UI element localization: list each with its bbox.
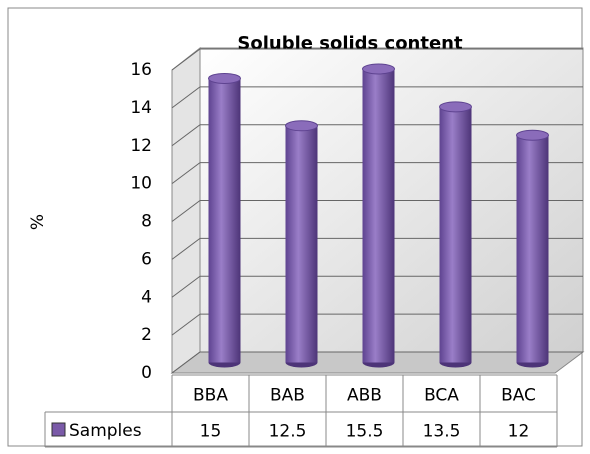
grid-line [171,124,201,147]
grid-line [171,48,201,71]
bar [439,106,472,363]
grid-line [171,313,201,336]
grid-line [171,86,201,109]
grid-line [171,237,201,260]
y-tick-label: 14 [130,98,152,118]
y-tick-label: 10 [130,174,152,194]
table-value: 15.5 [346,422,384,442]
y-tick-label: 4 [141,287,152,307]
chart-title: Soluble solids content [237,33,463,54]
bar-top [516,129,549,141]
bar [285,125,318,363]
x-tick-label: BCA [424,386,459,406]
y-tick-label: 12 [130,136,152,156]
bar-top [208,72,241,84]
bar [362,68,395,363]
y-tick-label: 0 [141,363,152,383]
legend-key [51,422,66,437]
grid-line [171,162,201,185]
grid-line [171,275,201,298]
y-tick-label: 2 [141,325,152,345]
grid-line [171,200,201,222]
x-tick-label: BAC [501,386,536,406]
table-value: 15 [200,422,222,442]
bar-top [439,101,472,113]
x-tick-label: BAB [270,386,305,406]
legend-label: Samples [69,421,142,441]
y-tick-label: 16 [130,60,152,80]
y-tick-label: 6 [141,249,152,269]
y-axis-label: % [28,214,48,230]
x-tick-label: ABB [347,386,382,406]
bar-top [285,120,318,132]
x-tick-label: BBA [193,386,228,406]
grid-line [171,351,201,374]
y-tick-label: 8 [141,212,152,232]
table-value: 12 [508,422,530,442]
bar [208,78,241,363]
bar [516,135,549,363]
bar-top [362,63,395,75]
table-value: 12.5 [269,422,307,442]
table-value: 13.5 [423,422,461,442]
